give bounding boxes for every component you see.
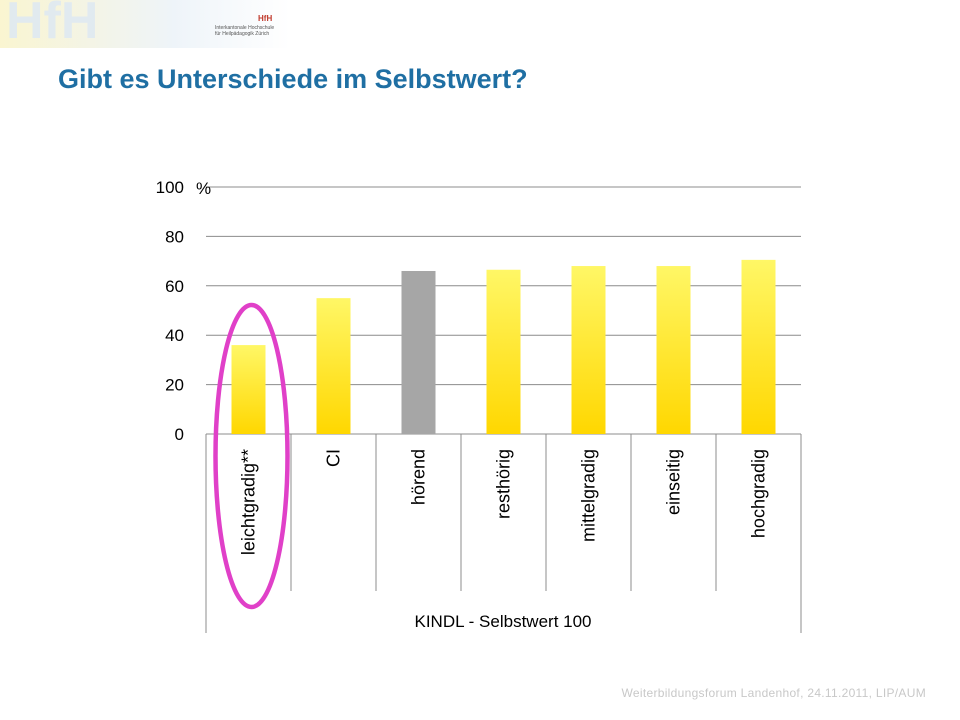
logo-letters: HfH	[6, 0, 98, 48]
footer-text: Weiterbildungsforum Landenhof, 24.11.201…	[621, 686, 926, 700]
bar	[401, 270, 436, 434]
bar	[231, 345, 266, 434]
y-axis-ticks: 0 20 40 60 80 100	[156, 178, 184, 444]
y-tick-label: 40	[165, 326, 184, 345]
category-label: mittelgradig	[579, 449, 599, 542]
bars	[231, 259, 776, 434]
bar	[656, 266, 691, 434]
logo-line-2: für Heilpädagogik Zürich	[215, 31, 269, 37]
category-label: resthörig	[494, 449, 514, 519]
y-tick-label: 80	[165, 227, 184, 246]
y-tick-label: 60	[165, 277, 184, 296]
bar	[316, 298, 351, 434]
group-label: KINDL - Selbstwert 100	[415, 612, 592, 631]
highlight-ellipse	[213, 302, 290, 610]
category-labels: leichtgradig** CI hörend resthörig mittelgra…	[239, 449, 769, 555]
y-tick-label: 100	[156, 178, 184, 197]
y-tick-label: 20	[165, 376, 184, 395]
category-label: einseitig	[664, 449, 684, 515]
y-tick-label: 0	[175, 425, 184, 444]
logo-line-1: Interkantonale Hochschule	[215, 25, 274, 31]
bar	[571, 266, 606, 434]
logo-badge: HfH	[258, 14, 272, 23]
y-axis-unit: %	[196, 179, 211, 198]
category-label: leichtgradig**	[239, 449, 259, 555]
category-label: hörend	[409, 449, 429, 505]
bar	[486, 269, 521, 434]
page-title: Gibt es Unterschiede im Selbstwert?	[58, 64, 528, 94]
category-axis	[205, 434, 802, 633]
category-label: CI	[324, 449, 344, 467]
bar	[741, 259, 776, 434]
hfh-logo: HfH HfH Interkantonale Hochschule für He…	[0, 0, 290, 48]
category-label: hochgradig	[749, 449, 769, 538]
